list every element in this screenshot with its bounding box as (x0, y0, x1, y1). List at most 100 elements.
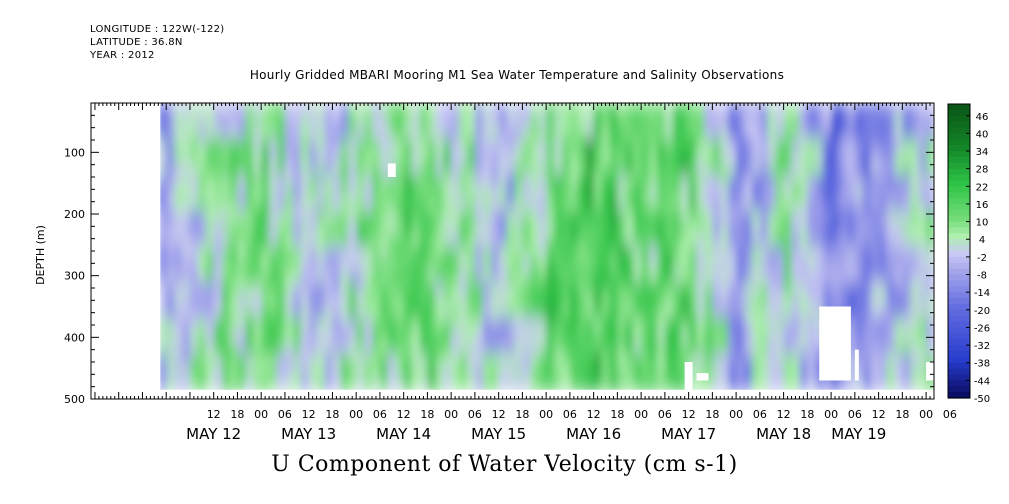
velocity-cell (316, 270, 326, 283)
velocity-cell (799, 246, 809, 260)
velocity-cell (213, 353, 223, 367)
velocity-cell (712, 330, 722, 343)
velocity-cell (688, 318, 698, 331)
velocity-cell (799, 365, 809, 379)
velocity-cell (585, 270, 595, 283)
velocity-cell (585, 282, 595, 295)
velocity-cell (609, 162, 619, 176)
velocity-cell (332, 258, 342, 271)
velocity-cell (356, 234, 365, 248)
velocity-cell (340, 365, 349, 379)
velocity-cell (569, 270, 579, 283)
velocity-cell (918, 342, 927, 355)
velocity-cell (443, 210, 452, 224)
velocity-cell (720, 138, 729, 152)
velocity-cell (538, 282, 547, 295)
velocity-cell (174, 114, 183, 128)
velocity-cell (664, 377, 674, 391)
velocity-cell (221, 318, 231, 331)
velocity-cell (657, 330, 666, 343)
velocity-cell (174, 282, 183, 295)
velocity-cell (767, 246, 777, 260)
velocity-cell (340, 377, 349, 391)
velocity-cell (688, 246, 698, 260)
velocity-cell (775, 222, 785, 236)
velocity-cell (910, 330, 919, 343)
velocity-cell (174, 174, 183, 188)
velocity-cell (680, 294, 690, 307)
velocity-cell (688, 174, 698, 188)
velocity-cell (894, 138, 904, 152)
velocity-cell (467, 294, 476, 307)
colorbar-band (948, 339, 970, 346)
velocity-cell (696, 234, 706, 248)
velocity-cell (799, 258, 809, 271)
velocity-cell (593, 222, 603, 236)
velocity-cell (846, 103, 856, 116)
velocity-cell (554, 138, 563, 152)
velocity-cell (910, 186, 919, 200)
velocity-cell (585, 198, 595, 212)
velocity-cell (672, 294, 682, 307)
velocity-cell (783, 282, 793, 295)
velocity-cell (482, 258, 492, 271)
velocity-cell (364, 198, 373, 212)
velocity-cell (767, 330, 777, 343)
velocity-cell (704, 353, 714, 367)
velocity-cell (791, 138, 801, 152)
x-tick-label: 12 (587, 408, 601, 421)
velocity-cell (791, 246, 801, 260)
velocity-cell (902, 162, 911, 176)
velocity-cell (237, 270, 247, 283)
velocity-cell (870, 222, 880, 236)
velocity-cell (807, 210, 817, 224)
velocity-cell (736, 318, 745, 331)
velocity-cell (459, 294, 468, 307)
velocity-cell (807, 318, 817, 331)
velocity-cell (189, 103, 199, 116)
y-tick-label: 300 (64, 270, 85, 283)
velocity-cell (546, 365, 555, 379)
velocity-cell (569, 126, 579, 140)
velocity-cell (585, 126, 595, 140)
velocity-cell (451, 365, 460, 379)
velocity-cell (736, 186, 745, 200)
velocity-cell (482, 353, 492, 367)
velocity-cell (498, 258, 508, 271)
velocity-cell (189, 258, 199, 271)
velocity-cell (506, 198, 516, 212)
velocity-cell (308, 270, 318, 283)
velocity-cell (609, 365, 619, 379)
velocity-cell (783, 222, 793, 236)
velocity-cell (902, 365, 911, 379)
x-tick-label: 06 (468, 408, 482, 421)
velocity-cell (403, 377, 413, 391)
velocity-cell (253, 246, 262, 260)
velocity-cell (269, 342, 278, 355)
velocity-cell (562, 270, 571, 283)
velocity-cell (633, 353, 642, 367)
velocity-cell (356, 126, 365, 140)
velocity-cell (696, 282, 706, 295)
velocity-cell (554, 282, 563, 295)
velocity-cell (569, 342, 579, 355)
velocity-cell (253, 234, 262, 248)
velocity-cell (269, 365, 278, 379)
x-date-label: MAY 15 (471, 425, 526, 443)
velocity-cell (395, 282, 405, 295)
velocity-cell (403, 222, 413, 236)
velocity-cell (284, 353, 294, 367)
velocity-cell (680, 342, 690, 355)
velocity-cell (292, 282, 302, 295)
velocity-cell (720, 282, 729, 295)
velocity-cell (427, 258, 437, 271)
velocity-cell (427, 162, 437, 176)
velocity-cell (585, 114, 595, 128)
velocity-cell (569, 186, 579, 200)
velocity-cell (767, 210, 777, 224)
velocity-cell (601, 306, 611, 319)
velocity-cell (166, 306, 175, 319)
velocity-cell (253, 365, 262, 379)
velocity-cell (712, 150, 722, 164)
velocity-cell (459, 222, 468, 236)
